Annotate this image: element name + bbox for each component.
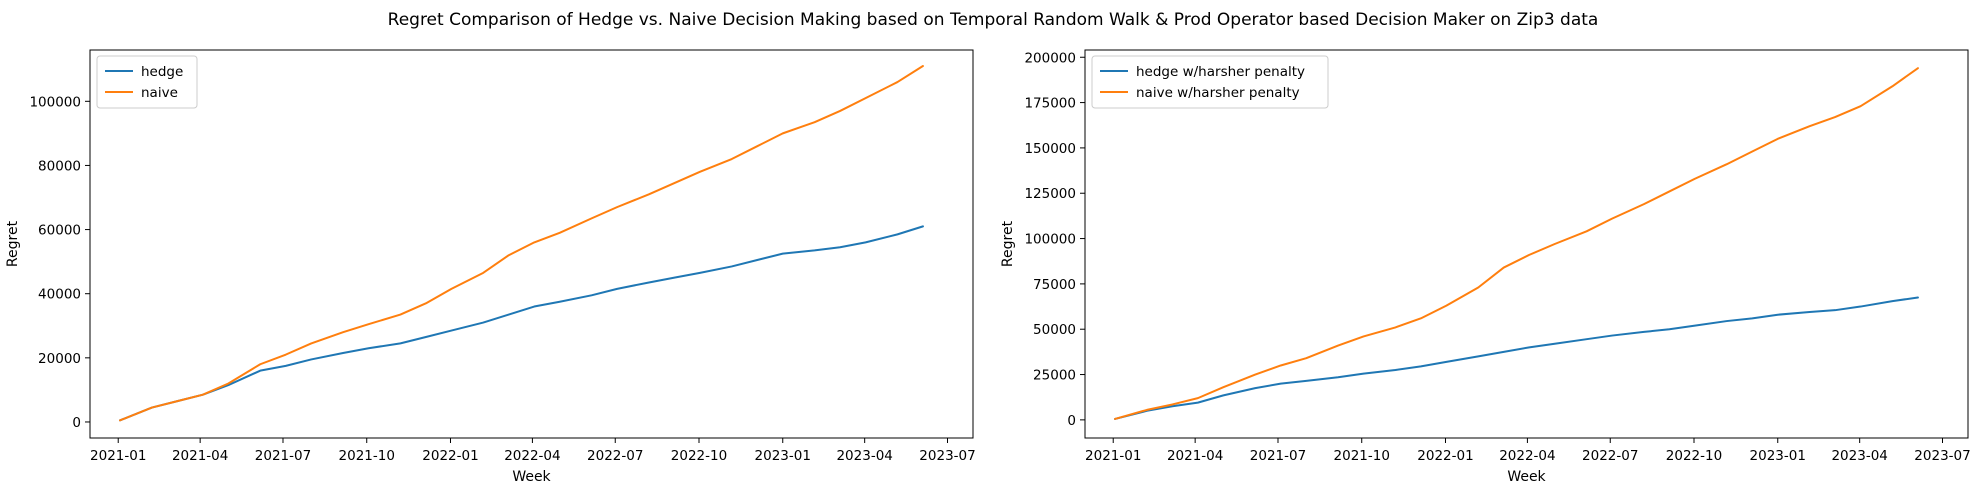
chart-0-y-tick-label: 80000 (38, 158, 81, 174)
chart-0-legend: hedge naive (96, 55, 198, 109)
chart-1-legend-label-0: hedge w/harsher penalty (1136, 64, 1305, 80)
chart-1-series-line-0 (1114, 296, 1919, 420)
chart-1-y-tick-label: 50000 (1033, 322, 1076, 338)
chart-1-x-tick-label: 2022-10 (1666, 448, 1722, 464)
chart-0-x-tick-label: 2023-01 (755, 448, 811, 464)
chart-1-y-tick-label: 100000 (1024, 232, 1076, 248)
chart-0-y-axis-label: Regret (5, 220, 21, 267)
figure-suptitle: Regret Comparison of Hedge vs. Naive Dec… (388, 10, 1599, 30)
chart-0-x-tick-label: 2023-07 (919, 448, 975, 464)
chart-1-y-tick-label: 125000 (1024, 186, 1076, 202)
chart-1-x-axis-label: Week (1507, 469, 1546, 485)
chart-left: 2021-01 2021-04 2021-07 2021-10 2022-01 2022-… (5, 49, 976, 485)
chart-0-legend-label-1: naive (141, 85, 178, 101)
chart-1-plot-frame (1084, 49, 1969, 439)
chart-0-x-axis-label: Week (512, 469, 551, 485)
chart-1-y-tick-label: 75000 (1033, 277, 1076, 293)
chart-0-legend-box (96, 55, 198, 109)
chart-1-y-tick-label: 175000 (1024, 96, 1076, 112)
chart-1-x-tick-label: 2022-01 (1417, 448, 1473, 464)
chart-0-x-tick-label: 2022-04 (504, 448, 560, 464)
chart-1-x-tick-label: 2023-04 (1831, 448, 1887, 464)
chart-1-x-tick-label: 2023-07 (1914, 448, 1970, 464)
chart-1-legend-box (1091, 55, 1329, 109)
chart-0-x-tick-label: 2023-04 (836, 448, 892, 464)
chart-1-x-tick-label: 2023-01 (1750, 448, 1806, 464)
chart-1-x-tick-label: 2021-10 (1334, 448, 1390, 464)
chart-1-series-line-1 (1114, 67, 1919, 420)
chart-1-x-tick-label: 2021-01 (1085, 448, 1141, 464)
chart-1-x-tick-label: 2021-07 (1250, 448, 1306, 464)
chart-0-x-tick-label: 2021-07 (255, 448, 311, 464)
chart-0-series-line-1 (119, 65, 924, 422)
chart-1-legend-label-1: naive w/harsher penalty (1136, 85, 1300, 101)
chart-0-y-tick-label: 60000 (38, 223, 81, 239)
chart-0-x-tick-label: 2021-10 (339, 448, 395, 464)
chart-0-legend-label-0: hedge (141, 64, 183, 80)
chart-1-y-tick-label: 200000 (1024, 50, 1076, 66)
chart-1-x-tick-label: 2022-07 (1582, 448, 1638, 464)
chart-1-x-tick-label: 2022-04 (1499, 448, 1555, 464)
chart-0-y-tick-label: 40000 (38, 287, 81, 303)
chart-0-x-tick-label: 2021-01 (90, 448, 146, 464)
chart-1-legend: hedge w/harsher penalty naive w/harsher p… (1091, 55, 1329, 109)
chart-0-series-line-0 (119, 225, 924, 422)
chart-0-y-tick-label: 20000 (38, 351, 81, 367)
chart-0-x-tick-label: 2022-01 (422, 448, 478, 464)
chart-right: 2021-01 2021-04 2021-07 2021-10 2022-01 2022-… (1000, 49, 1971, 485)
chart-1-x-tick-label: 2021-04 (1167, 448, 1223, 464)
chart-1-y-tick-label: 0 (1067, 413, 1076, 429)
chart-0-plot-frame (89, 49, 974, 439)
chart-0-x-tick-label: 2022-10 (671, 448, 727, 464)
chart-0-y-tick-label: 0 (72, 415, 81, 431)
chart-0-y-tick-label: 100000 (29, 94, 81, 110)
chart-1-y-tick-label: 150000 (1024, 141, 1076, 157)
chart-0-x-tick-label: 2021-04 (172, 448, 228, 464)
chart-1-y-axis-label: Regret (1000, 220, 1016, 267)
chart-1-y-tick-label: 25000 (1033, 368, 1076, 384)
chart-0-x-tick-label: 2022-07 (587, 448, 643, 464)
